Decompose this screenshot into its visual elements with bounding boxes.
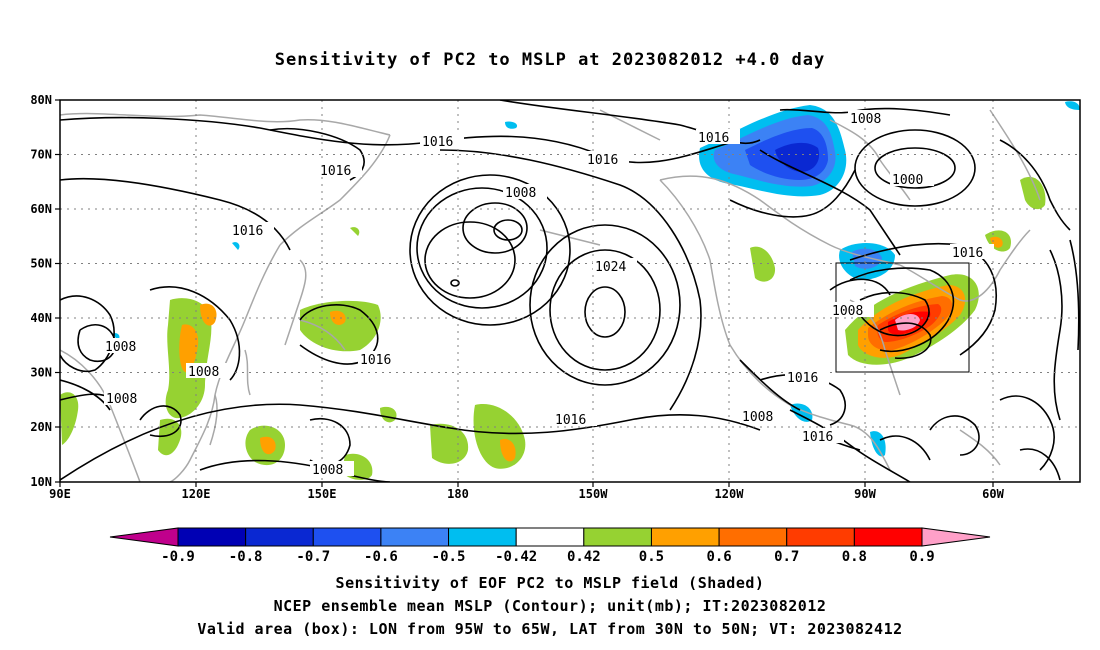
colorbar-label: -0.6 (364, 549, 398, 565)
colorbar-label: -0.5 (432, 549, 466, 565)
map-title: Sensitivity of PC2 to MSLP at 2023082012… (274, 50, 826, 70)
contour-label: 1016 (555, 413, 586, 428)
contour-label: 1016 (360, 353, 391, 368)
contour-label: 1016 (320, 164, 351, 179)
lon-label: 150W (579, 487, 609, 501)
contour-label: 1016 (232, 224, 263, 239)
contour-label: 1008 (188, 365, 219, 380)
lon-label: 60W (982, 487, 1004, 501)
colorbar-label: -0.7 (296, 549, 330, 565)
lat-label: 80N (30, 93, 52, 107)
tick-marks (55, 99, 994, 487)
colorbar-label: 0.9 (909, 549, 934, 565)
footer-line-3: Valid area (box): LON from 95W to 65W, L… (197, 620, 903, 638)
contour-label: 1016 (422, 135, 453, 150)
valid-area-box (835, 262, 970, 373)
colorbar-segment (177, 527, 247, 547)
colorbar-label: 0.7 (774, 549, 799, 565)
contour-label: 1016 (802, 430, 833, 445)
colorbar-segment (245, 527, 314, 547)
colorbar-labels: -0.9 -0.8 -0.7 -0.6 -0.5 -0.42 0.42 0.5 0.6 0.7 0.… (161, 549, 935, 565)
contour-label: 1008 (312, 463, 343, 478)
colorbar-label: 0.6 (706, 549, 731, 565)
lat-label: 60N (30, 202, 52, 216)
lon-label: 150E (308, 487, 337, 501)
lat-label: 70N (30, 148, 52, 162)
colorbar-label: 0.5 (639, 549, 664, 565)
colorbar-label: 0.42 (567, 549, 601, 565)
contour-label: 1016 (587, 153, 618, 168)
positive-shading (60, 176, 1046, 480)
lat-label: 40N (30, 311, 52, 325)
contour-label: 1016 (787, 371, 818, 386)
map-frame (59, 99, 1081, 483)
contour-label: 1000 (892, 173, 923, 188)
lat-label: 50N (30, 257, 52, 271)
colorbar-segment (853, 527, 923, 547)
lat-label: 20N (30, 420, 52, 434)
colorbar (109, 527, 991, 547)
lon-label: 90W (854, 487, 876, 501)
colorbar-segment (786, 527, 855, 547)
colorbar-segment (380, 527, 450, 547)
colorbar-label: -0.42 (495, 549, 537, 565)
colorbar-segment (312, 527, 382, 547)
colorbar-segment (515, 527, 585, 547)
contour-label: 1008 (505, 186, 536, 201)
negative-shading (112, 101, 1080, 457)
footer-line-1: Sensitivity of EOF PC2 to MSLP field (Sh… (335, 574, 765, 592)
contour-label-group: 1016 1016 1016 1016 1016 1008 1024 1008 … (105, 112, 984, 478)
contour-label: 1008 (832, 304, 863, 319)
lat-label: 10N (30, 475, 52, 489)
lon-label: 120W (715, 487, 745, 501)
map-area (60, 100, 1080, 482)
colorbar-segment (921, 527, 991, 547)
colorbar-label: -0.8 (229, 549, 263, 565)
contour-label: 1008 (742, 410, 773, 425)
footer-line-2: NCEP ensemble mean MSLP (Contour); unit(… (273, 597, 827, 615)
lon-label: 180 (447, 487, 469, 501)
latitude-labels: 80N 70N 60N 50N 40N 30N 20N 10N (30, 93, 52, 489)
colorbar-segment (448, 527, 517, 547)
contour-label: 1016 (698, 131, 729, 146)
contour-label: 1024 (595, 260, 626, 275)
contour-label: 1008 (105, 340, 136, 355)
lon-label: 90E (49, 487, 71, 501)
contour-label: 1016 (952, 246, 983, 261)
colorbar-segment (718, 527, 788, 547)
longitude-labels: 90E 120E 150E 180 150W 120W 90W 60W (49, 487, 1004, 501)
lon-label: 120E (182, 487, 211, 501)
colorbar-segment (109, 527, 179, 547)
colorbar-segment (650, 527, 720, 547)
colorbar-label: -0.9 (161, 549, 195, 565)
contour-label: 1008 (106, 392, 137, 407)
colorbar-label: 0.8 (842, 549, 867, 565)
colorbar-segment (583, 527, 652, 547)
contour-label: 1008 (850, 112, 881, 127)
lat-label: 30N (30, 366, 52, 380)
